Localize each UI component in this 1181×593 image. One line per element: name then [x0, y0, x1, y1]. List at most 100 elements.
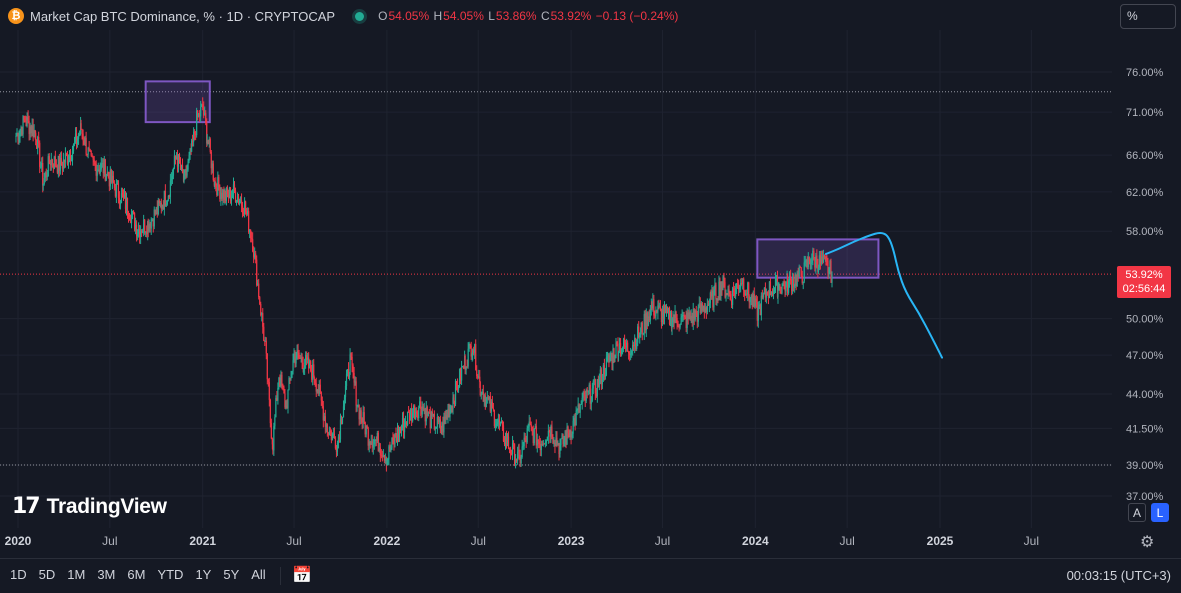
- candle-body: [741, 283, 743, 285]
- candle-body: [488, 396, 490, 400]
- candle-body: [726, 293, 728, 296]
- candle-body: [228, 187, 231, 198]
- range-button-all[interactable]: All: [251, 567, 266, 582]
- auto-scale-button[interactable]: A: [1128, 503, 1146, 522]
- range-button-1m[interactable]: 1M: [67, 567, 86, 582]
- candle-body: [474, 344, 476, 353]
- candle-body: [205, 113, 207, 123]
- candle-body: [258, 283, 260, 298]
- candle-body: [558, 443, 560, 455]
- candle-body: [486, 397, 488, 399]
- candle-body: [482, 391, 484, 402]
- candle-body: [191, 140, 193, 152]
- candle-body: [403, 422, 406, 433]
- candle-body: [773, 287, 776, 292]
- candle-body: [441, 422, 443, 431]
- candle-body: [221, 192, 223, 199]
- candle-body: [327, 432, 329, 436]
- candle-body: [289, 377, 291, 379]
- candle-body: [280, 374, 282, 386]
- candle-body: [404, 422, 407, 424]
- range-button-ytd[interactable]: YTD: [157, 567, 184, 582]
- candle-body: [815, 255, 817, 268]
- candle-body: [434, 428, 436, 430]
- candle-body: [730, 294, 732, 300]
- tradingview-logo[interactable]: 17 TradingView: [12, 494, 167, 519]
- candle-body: [98, 169, 100, 173]
- candle-body: [357, 405, 359, 407]
- candle-body: [597, 379, 599, 388]
- candle-body: [374, 439, 376, 441]
- candle-body: [717, 298, 719, 300]
- log-scale-button[interactable]: L: [1151, 503, 1169, 522]
- candle-body: [827, 260, 829, 274]
- range-button-6m[interactable]: 6M: [127, 567, 146, 582]
- candle-body: [317, 389, 319, 394]
- candle-body: [658, 305, 660, 307]
- candle-body: [586, 389, 588, 392]
- candle-body: [332, 433, 335, 435]
- candle-body: [755, 298, 757, 303]
- candle-body: [91, 155, 93, 158]
- go-to-date-calendar-icon[interactable]: 📅: [292, 567, 312, 584]
- candle-body: [274, 417, 276, 427]
- candle-body: [206, 122, 208, 144]
- candle-body: [352, 365, 354, 374]
- candle-body: [408, 411, 410, 413]
- candle-body: [114, 187, 116, 197]
- settings-gear-icon[interactable]: ⚙: [1140, 534, 1155, 551]
- candle-body: [547, 430, 549, 437]
- candle-body: [93, 159, 95, 163]
- candle-body: [679, 324, 681, 328]
- candle-body: [211, 163, 213, 169]
- range-button-1d[interactable]: 1D: [10, 567, 27, 582]
- candle-body: [314, 379, 316, 384]
- time-range-buttons: 1D 5D 1M 3M 6M YTD 1Y 5Y All: [10, 567, 278, 582]
- market-status-icon[interactable]: [355, 11, 365, 21]
- candle-body: [235, 201, 238, 203]
- candle-body: [196, 110, 198, 136]
- candle-body: [104, 159, 106, 181]
- candle-body: [171, 175, 174, 180]
- timezone-clock[interactable]: 00:03:15 (UTC+3): [1066, 568, 1171, 583]
- candle-body: [757, 306, 759, 321]
- range-button-3m[interactable]: 3M: [97, 567, 116, 582]
- candle-body: [305, 355, 307, 366]
- candle-body: [670, 312, 673, 329]
- time-axis-label: 2023: [558, 534, 585, 548]
- candle-body: [21, 127, 23, 135]
- candle-body: [418, 407, 420, 419]
- candle-body: [657, 305, 659, 313]
- candle-body: [525, 439, 527, 443]
- candle-body: [649, 308, 651, 321]
- candle-body: [524, 437, 526, 440]
- candle-body: [210, 151, 212, 169]
- candle-body: [291, 371, 293, 378]
- candle-body: [695, 310, 697, 314]
- candle-body: [87, 147, 89, 155]
- range-button-1y[interactable]: 1Y: [195, 567, 212, 582]
- last-price-label: 53.92% 02:56:44: [1117, 266, 1171, 298]
- candle-body: [72, 144, 75, 152]
- candle-body: [494, 425, 497, 427]
- symbol-title[interactable]: Market Cap BTC Dominance, % · 1D · CRYPT…: [30, 8, 336, 24]
- candle-body: [537, 439, 539, 442]
- candle-body: [499, 423, 502, 426]
- time-axis-label: 2022: [374, 534, 401, 548]
- projection-curve[interactable]: [824, 231, 944, 359]
- time-axis-label: 2020: [5, 534, 32, 548]
- candle-body: [578, 404, 580, 413]
- candle-body: [756, 302, 758, 321]
- candle-body: [244, 201, 247, 212]
- candle-body: [445, 415, 447, 419]
- scale-mode-selector[interactable]: %: [1120, 4, 1176, 29]
- candle-body: [814, 257, 816, 268]
- candle-body: [336, 443, 339, 452]
- candle-body: [125, 198, 128, 209]
- range-button-5y[interactable]: 5Y: [223, 567, 240, 582]
- candle-body: [780, 291, 782, 294]
- candle-body: [322, 406, 324, 421]
- range-button-5d[interactable]: 5D: [38, 567, 56, 582]
- candle-body: [300, 357, 302, 359]
